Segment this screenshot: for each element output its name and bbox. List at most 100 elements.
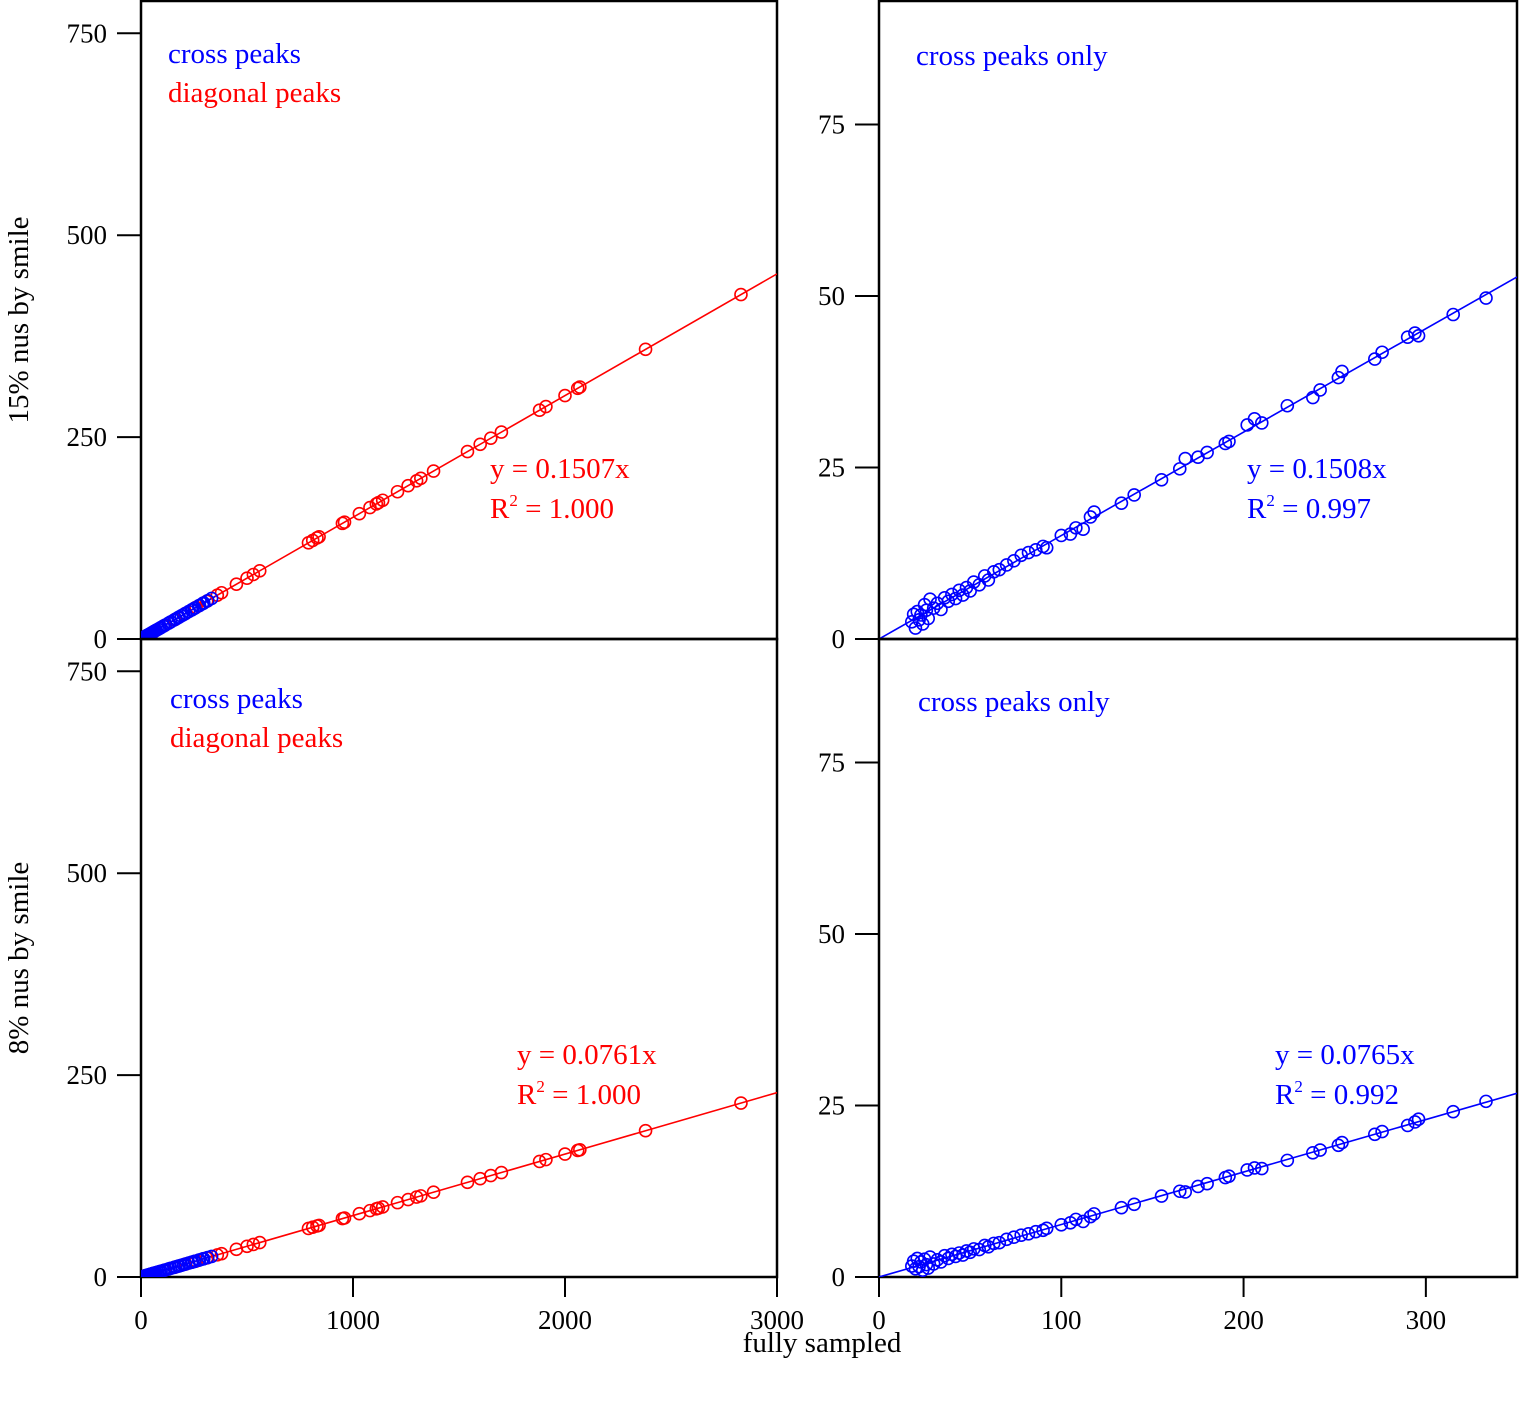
data-point: [1014, 1228, 1028, 1242]
data-point: [1069, 521, 1083, 535]
data-point: [910, 1251, 925, 1266]
plot-area: [141, 273, 777, 639]
r-squared-symbol: R: [1275, 1079, 1295, 1111]
fit-equation: y = 0.0765x: [1275, 1039, 1415, 1071]
data-point: [1200, 445, 1214, 460]
data-point: [734, 1096, 748, 1110]
y-tick-label: 750: [67, 18, 108, 48]
y-tick-label: 0: [832, 1262, 846, 1292]
fit-line: [879, 1092, 1517, 1277]
data-point: [1114, 1200, 1129, 1215]
x-tick-label: 200: [1223, 1305, 1264, 1335]
data-point: [1087, 1207, 1101, 1221]
legend-label: diagonal peaks: [170, 722, 343, 754]
y-tick-label: 75: [818, 109, 845, 139]
plot-area: [879, 1092, 1517, 1277]
data-point: [1368, 352, 1382, 366]
y-tick-label: 25: [818, 452, 845, 482]
data-point: [1255, 416, 1269, 430]
panel-bottom-left: 0 250 500 750 0 1000 2000 3000 8% nus by smile cr…: [3, 637, 804, 1335]
data-point: [252, 564, 267, 578]
data-point: [1178, 1185, 1193, 1199]
data-point: [948, 591, 963, 606]
data-point: [937, 1248, 952, 1263]
data-point: [426, 1185, 441, 1199]
data-point: [1114, 496, 1129, 510]
x-tick-label: 0: [872, 1305, 886, 1335]
r-squared: R2 = 1.000: [490, 491, 614, 525]
data-point: [1076, 522, 1090, 537]
y-tick-label: 0: [94, 624, 108, 654]
r-squared-symbol: R: [1247, 493, 1267, 525]
fit-equation: y = 0.0761x: [517, 1039, 657, 1071]
r-squared-value: = 1.000: [518, 493, 614, 525]
y-tick-label: 50: [818, 919, 845, 949]
y-axis-title: 15% nus by smile: [3, 216, 35, 423]
data-point: [1400, 1118, 1415, 1133]
data-point: [923, 1250, 937, 1264]
data-point: [948, 1249, 963, 1264]
data-point: [1083, 1209, 1098, 1224]
data-point: [252, 1235, 267, 1250]
data-point: [921, 611, 936, 626]
y-axis-title: 8% nus by smile: [3, 862, 35, 1055]
data-point: [923, 592, 937, 607]
data-point: [539, 399, 553, 414]
data-point: [240, 1239, 254, 1254]
data-point: [204, 1249, 219, 1264]
data-point: [999, 1232, 1014, 1247]
data-point: [941, 594, 956, 609]
data-point: [1076, 1214, 1090, 1229]
r-squared-exponent: 2: [1294, 1077, 1303, 1096]
data-point: [1021, 1226, 1036, 1241]
data-point: [246, 1237, 261, 1252]
plot-frame: [877, 0, 1519, 641]
y-tick-label: 50: [818, 281, 845, 311]
y-tick-label: 500: [67, 858, 108, 888]
r-squared-symbol: R: [517, 1079, 537, 1111]
y-tick-label: 500: [67, 220, 108, 250]
data-point: [558, 388, 572, 403]
data-point: [963, 584, 977, 598]
data-point: [1408, 326, 1422, 340]
data-point: [1411, 1112, 1426, 1127]
data-point: [494, 1165, 509, 1180]
legend-label: cross peaks: [170, 683, 303, 715]
x-tick-label: 1000: [326, 1305, 380, 1335]
panel-top-right: 0 25 50 75 cross peaks only y = 0.1508x R2 = 0…: [818, 0, 1519, 654]
data-point: [473, 437, 488, 452]
x-tick-label: 0: [134, 1305, 148, 1335]
x-axis-title: fully sampled: [743, 1327, 902, 1359]
data-point: [483, 431, 498, 445]
data-point: [1007, 1230, 1021, 1245]
data-point: [977, 569, 992, 583]
legend-label: diagonal peaks: [168, 77, 341, 109]
data-point: [1039, 540, 1054, 555]
data-point: [1400, 330, 1415, 344]
data-point: [337, 1211, 352, 1225]
data-point: [1222, 1169, 1236, 1183]
r-squared: R2 = 1.000: [517, 1077, 641, 1111]
data-point: [460, 1175, 475, 1190]
data-point: [1313, 1143, 1327, 1157]
y-tick-label: 25: [818, 1090, 845, 1120]
data-point: [999, 558, 1014, 572]
data-point: [638, 342, 653, 357]
data-point: [573, 380, 587, 394]
data-point: [926, 1257, 941, 1271]
data-point: [1368, 1127, 1382, 1142]
data-point: [1178, 451, 1193, 466]
data-point: [1172, 1184, 1187, 1199]
x-tick-label: 3000: [750, 1305, 804, 1335]
data-point: [987, 1236, 1001, 1251]
data-point: [390, 484, 405, 499]
data-point: [558, 1147, 572, 1161]
data-point: [1479, 1094, 1493, 1109]
fit-equation: y = 0.1508x: [1247, 453, 1387, 485]
fit-equation: y = 0.1507x: [490, 453, 630, 485]
data-point: [1280, 1153, 1295, 1168]
data-point: [937, 591, 952, 605]
x-tick-label: 2000: [538, 1305, 592, 1335]
